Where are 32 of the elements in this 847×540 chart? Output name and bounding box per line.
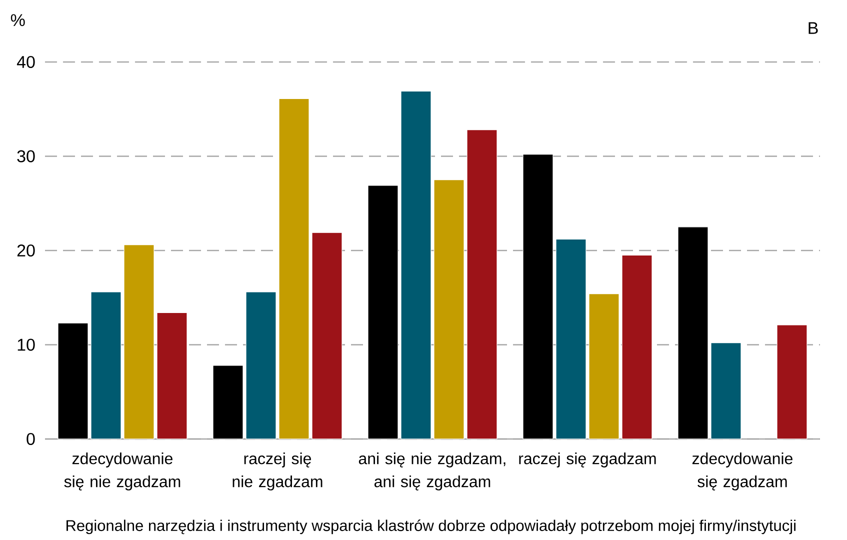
bar <box>466 130 498 440</box>
x-axis-title: Regionalne narzędzia i instrumenty wsparcia klastrów dobrze odpowiadały potrzebom mojej firmy/instytucji <box>66 520 796 534</box>
bar <box>58 322 88 440</box>
x-tick-label: zdecydowanie się nie zgadzam <box>64 452 180 490</box>
y-tick-label: 0 <box>26 432 35 446</box>
bar <box>710 342 742 440</box>
bar <box>368 185 398 440</box>
bar <box>434 180 464 440</box>
x-tick-label: ani się nie zgadzam, ani się zgadzam <box>358 452 506 490</box>
bar <box>776 324 808 440</box>
x-tick-label: raczej się nie zgadzam <box>232 452 322 490</box>
bar <box>278 98 310 440</box>
y-tick-label: 10 <box>18 338 35 351</box>
text: B <box>808 22 818 34</box>
bar <box>588 294 620 440</box>
y-axis-title: % <box>10 14 25 26</box>
bar <box>522 154 554 440</box>
bar <box>622 254 652 440</box>
y-tick-label: 20 <box>17 244 35 257</box>
bar <box>400 90 432 440</box>
x-tick-label: zdecydowanie się zgadzam <box>692 452 792 490</box>
bar <box>246 292 276 440</box>
bar <box>678 226 708 440</box>
bar <box>156 312 188 440</box>
bar <box>90 292 122 440</box>
bar <box>556 238 586 440</box>
bar <box>312 232 342 440</box>
y-tick-label: 30 <box>17 150 35 162</box>
x-tick-label: raczej się zgadzam <box>519 452 656 468</box>
y-tick-label: 40 <box>16 56 35 68</box>
bar <box>124 244 154 440</box>
bar <box>212 365 244 440</box>
